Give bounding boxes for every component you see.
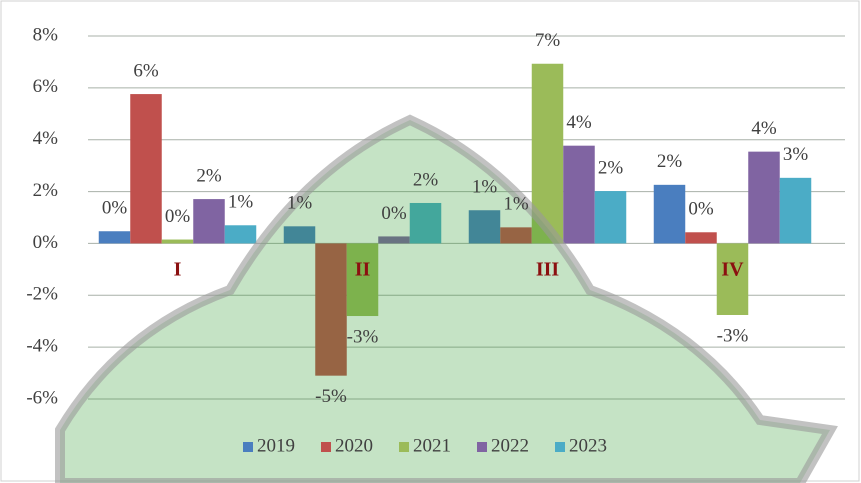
bar (130, 94, 162, 243)
page: {"chart_data": {"type": "bar", "categori… (0, 0, 861, 483)
legend-swatch (321, 442, 331, 452)
bar (595, 191, 627, 243)
y-tick-label: -4% (26, 336, 58, 357)
category-label: II (355, 259, 371, 281)
category-label: I (174, 259, 182, 281)
y-tick-label: 4% (33, 128, 59, 149)
y-tick-label: -2% (26, 284, 58, 305)
value-label: 2% (196, 165, 222, 186)
bar (225, 225, 257, 243)
chart: -6%-4%-2%0%2%4%6%8%I0%6%0%2%1%II1%-5%-3%… (0, 0, 861, 483)
value-label: 1% (503, 194, 529, 215)
legend-swatch (243, 442, 253, 452)
category-label: IV (721, 259, 744, 281)
y-tick-label: 2% (33, 180, 59, 201)
legend-swatch (555, 442, 565, 452)
value-label: 4% (751, 118, 777, 139)
value-label: 2% (413, 169, 439, 190)
legend-label: 2022 (491, 435, 529, 456)
legend-swatch (399, 442, 409, 452)
category-label: III (536, 259, 560, 281)
bar (563, 146, 595, 244)
value-label: -3% (347, 326, 379, 347)
y-tick-label: 8% (33, 24, 59, 45)
bar (162, 240, 194, 244)
value-label: 0% (102, 198, 128, 219)
value-label: 3% (783, 144, 809, 165)
value-label: 7% (535, 30, 561, 51)
value-label: 2% (657, 151, 683, 172)
value-label: -3% (717, 325, 749, 346)
bar (685, 232, 717, 243)
bar (193, 199, 225, 243)
value-label: 1% (228, 192, 254, 213)
y-tick-label: -6% (26, 387, 58, 408)
value-label: 0% (688, 199, 714, 220)
y-tick-label: 6% (33, 76, 59, 97)
legend-label: 2020 (335, 435, 373, 456)
legend-swatch (477, 442, 487, 452)
value-label: 2% (598, 157, 624, 178)
value-label: 4% (566, 112, 592, 133)
value-label: 1% (472, 177, 498, 198)
bar (748, 152, 780, 244)
value-label: -5% (315, 386, 347, 407)
bar (654, 185, 686, 244)
value-label: 1% (287, 193, 313, 214)
bar (780, 178, 812, 244)
legend-label: 2023 (569, 435, 607, 456)
legend-label: 2019 (257, 435, 295, 456)
value-label: 0% (165, 206, 191, 227)
value-label: 0% (381, 203, 407, 224)
bar (99, 231, 131, 243)
y-tick-label: 0% (33, 232, 59, 253)
value-label: 6% (133, 60, 159, 81)
legend-label: 2021 (413, 435, 451, 456)
